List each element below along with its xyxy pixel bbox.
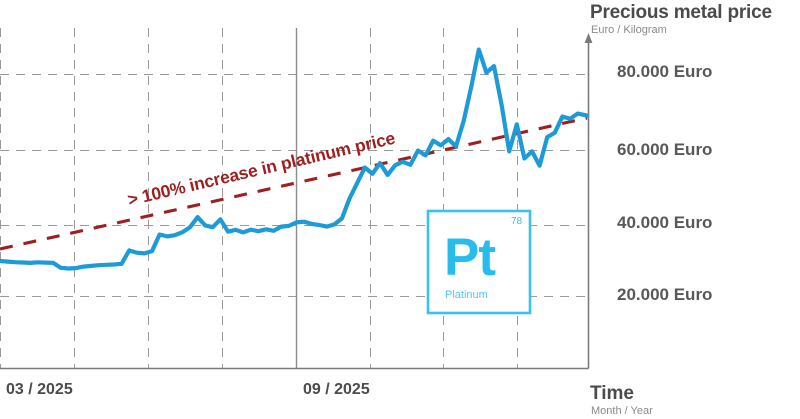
y-axis-arrow	[584, 33, 593, 43]
x-tick-label-03-2025: 03 / 2025	[6, 381, 73, 398]
x-axis-title: Time	[590, 383, 635, 404]
y-tick-label-20000: 20.000 Euro	[617, 285, 713, 304]
y-axis-title: Precious metal price	[590, 2, 772, 23]
vertical-gridlines	[0, 28, 518, 368]
element-symbol: Pt	[444, 228, 496, 287]
y-axis-subtitle: Euro / Kilogram	[591, 24, 667, 36]
trend-line	[0, 116, 588, 251]
price-line	[0, 47, 590, 271]
y-tick-label-40000: 40.000 Euro	[617, 213, 713, 232]
y-tick-label-80000: 80.000 Euro	[617, 62, 713, 81]
element-atomic-number: 78	[511, 216, 523, 227]
element-name: Platinum	[445, 289, 488, 301]
x-tick-label-09-2025: 09 / 2025	[303, 381, 370, 398]
axis-lines	[0, 40, 590, 370]
x-axis-subtitle: Month / Year	[591, 405, 653, 417]
y-tick-label-60000: 60.000 Euro	[617, 140, 713, 159]
